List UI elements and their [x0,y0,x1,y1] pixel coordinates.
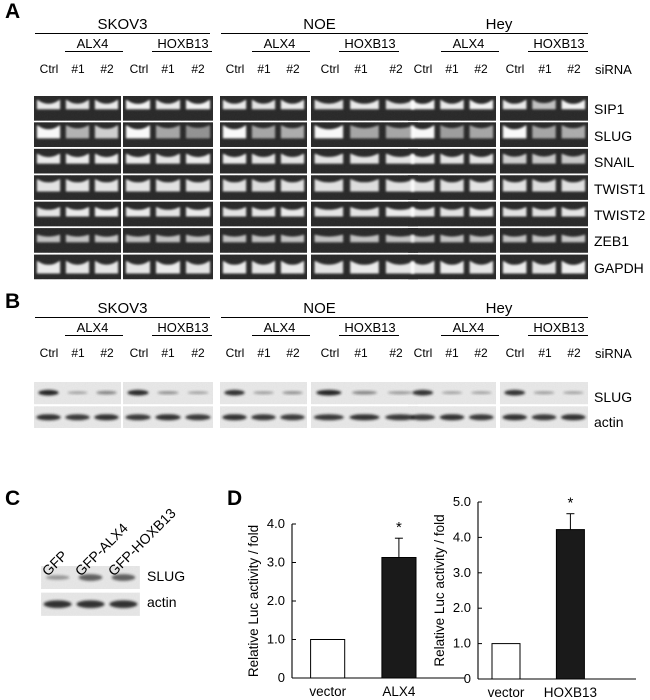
svg-text:*: * [396,519,402,536]
svg-text:HOXB13: HOXB13 [544,685,597,700]
svg-text:1.0: 1.0 [453,635,471,650]
svg-text:Relative Luc activity / fold: Relative Luc activity / fold [246,525,261,677]
svg-text:5.0: 5.0 [453,494,471,509]
svg-text:3.0: 3.0 [453,564,471,579]
svg-text:Relative Luc activity / fold: Relative Luc activity / fold [432,514,447,666]
svg-text:2.0: 2.0 [267,593,285,608]
svg-text:0: 0 [464,671,471,686]
svg-text:vector: vector [309,684,346,699]
svg-text:1.0: 1.0 [267,631,285,646]
svg-text:*: * [568,494,574,511]
svg-text:2.0: 2.0 [453,600,471,615]
svg-text:vector: vector [488,685,525,700]
svg-text:4.0: 4.0 [267,516,285,531]
svg-text:ALX4: ALX4 [382,684,416,699]
svg-text:3.0: 3.0 [267,554,285,569]
svg-text:0: 0 [278,670,285,685]
svg-text:4.0: 4.0 [453,529,471,544]
